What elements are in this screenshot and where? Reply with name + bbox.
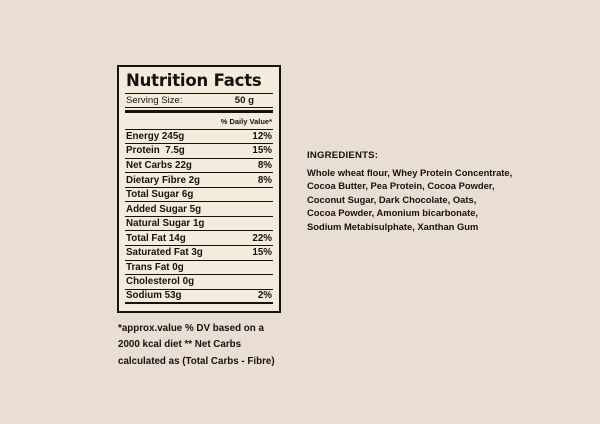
nutrient-dv: 15% xyxy=(252,145,272,157)
nutrient-dv: 2% xyxy=(257,290,272,302)
nutrient-name: Added Sugar 5g xyxy=(126,203,202,215)
nutrient-name: Cholesterol 0g xyxy=(126,276,195,288)
nutrient-row-natural-sugar: Natural Sugar 1g xyxy=(125,217,273,232)
daily-value-header: % Daily Value* xyxy=(125,113,273,130)
nutrient-name: Energy 245g xyxy=(126,130,185,142)
nutrient-row-trans-fat: Trans Fat 0g xyxy=(125,261,273,276)
nutrient-name: Saturated Fat 3g xyxy=(126,247,203,259)
nutrient-name: Sodium 53g xyxy=(126,290,182,302)
nutrient-dv: 8% xyxy=(257,160,272,171)
nutrient-row-total-fat: Total Fat 14g 22% xyxy=(125,231,273,247)
nutrient-name: Net Carbs 22g xyxy=(126,160,192,171)
ingredients-heading: INGREDIENTS: xyxy=(307,150,379,161)
nutrition-facts-title: Nutrition Facts xyxy=(125,70,273,95)
nutrient-dv: 12% xyxy=(252,130,272,142)
nutrient-row-dietary-fibre: Dietary Fibre 2g 8% xyxy=(125,173,273,188)
serving-size-label: Serving Size: xyxy=(126,95,183,107)
nutrient-row-sodium: Sodium 53g 2% xyxy=(125,290,273,305)
nutrient-dv: 8% xyxy=(257,174,272,186)
serving-size-value: 50 g xyxy=(234,95,254,107)
nutrient-dv: 22% xyxy=(252,232,272,244)
nutrition-facts-panel: Nutrition Facts Serving Size: 50 g % Dai… xyxy=(117,65,281,313)
nutrient-row-cholesterol: Cholesterol 0g xyxy=(125,275,273,290)
ingredients-section: INGREDIENTS: Whole wheat flour, Whey Pro… xyxy=(307,150,542,233)
nutrient-name: Trans Fat 0g xyxy=(126,261,184,273)
nutrient-name: Dietary Fibre 2g xyxy=(126,174,201,186)
nutrient-name: Protein 7.5g xyxy=(126,145,185,157)
nutrient-row-saturated-fat: Saturated Fat 3g 15% xyxy=(125,246,273,261)
nutrient-row-energy: Energy 245g 12% xyxy=(125,130,273,145)
thick-divider xyxy=(125,109,273,114)
nutrient-row-total-sugar: Total Sugar 6g xyxy=(125,188,273,203)
serving-size-row: Serving Size: 50 g xyxy=(125,94,273,109)
nutrient-row-protein: Protein 7.5g 15% xyxy=(125,144,273,159)
nutrient-name: Total Fat 14g xyxy=(126,232,186,244)
ingredients-text: Whole wheat flour, Whey Protein Concentr… xyxy=(307,167,513,232)
nutrient-row-net-carbs: Net Carbs 22g 8% xyxy=(125,159,273,174)
footnote: *approx.value % DV based on a 2000 kcal … xyxy=(118,323,275,367)
nutrient-row-added-sugar: Added Sugar 5g xyxy=(125,202,273,217)
nutrient-name: Total Sugar 6g xyxy=(126,189,194,201)
nutrient-name: Natural Sugar 1g xyxy=(126,218,205,230)
nutrient-dv: 15% xyxy=(252,247,272,259)
